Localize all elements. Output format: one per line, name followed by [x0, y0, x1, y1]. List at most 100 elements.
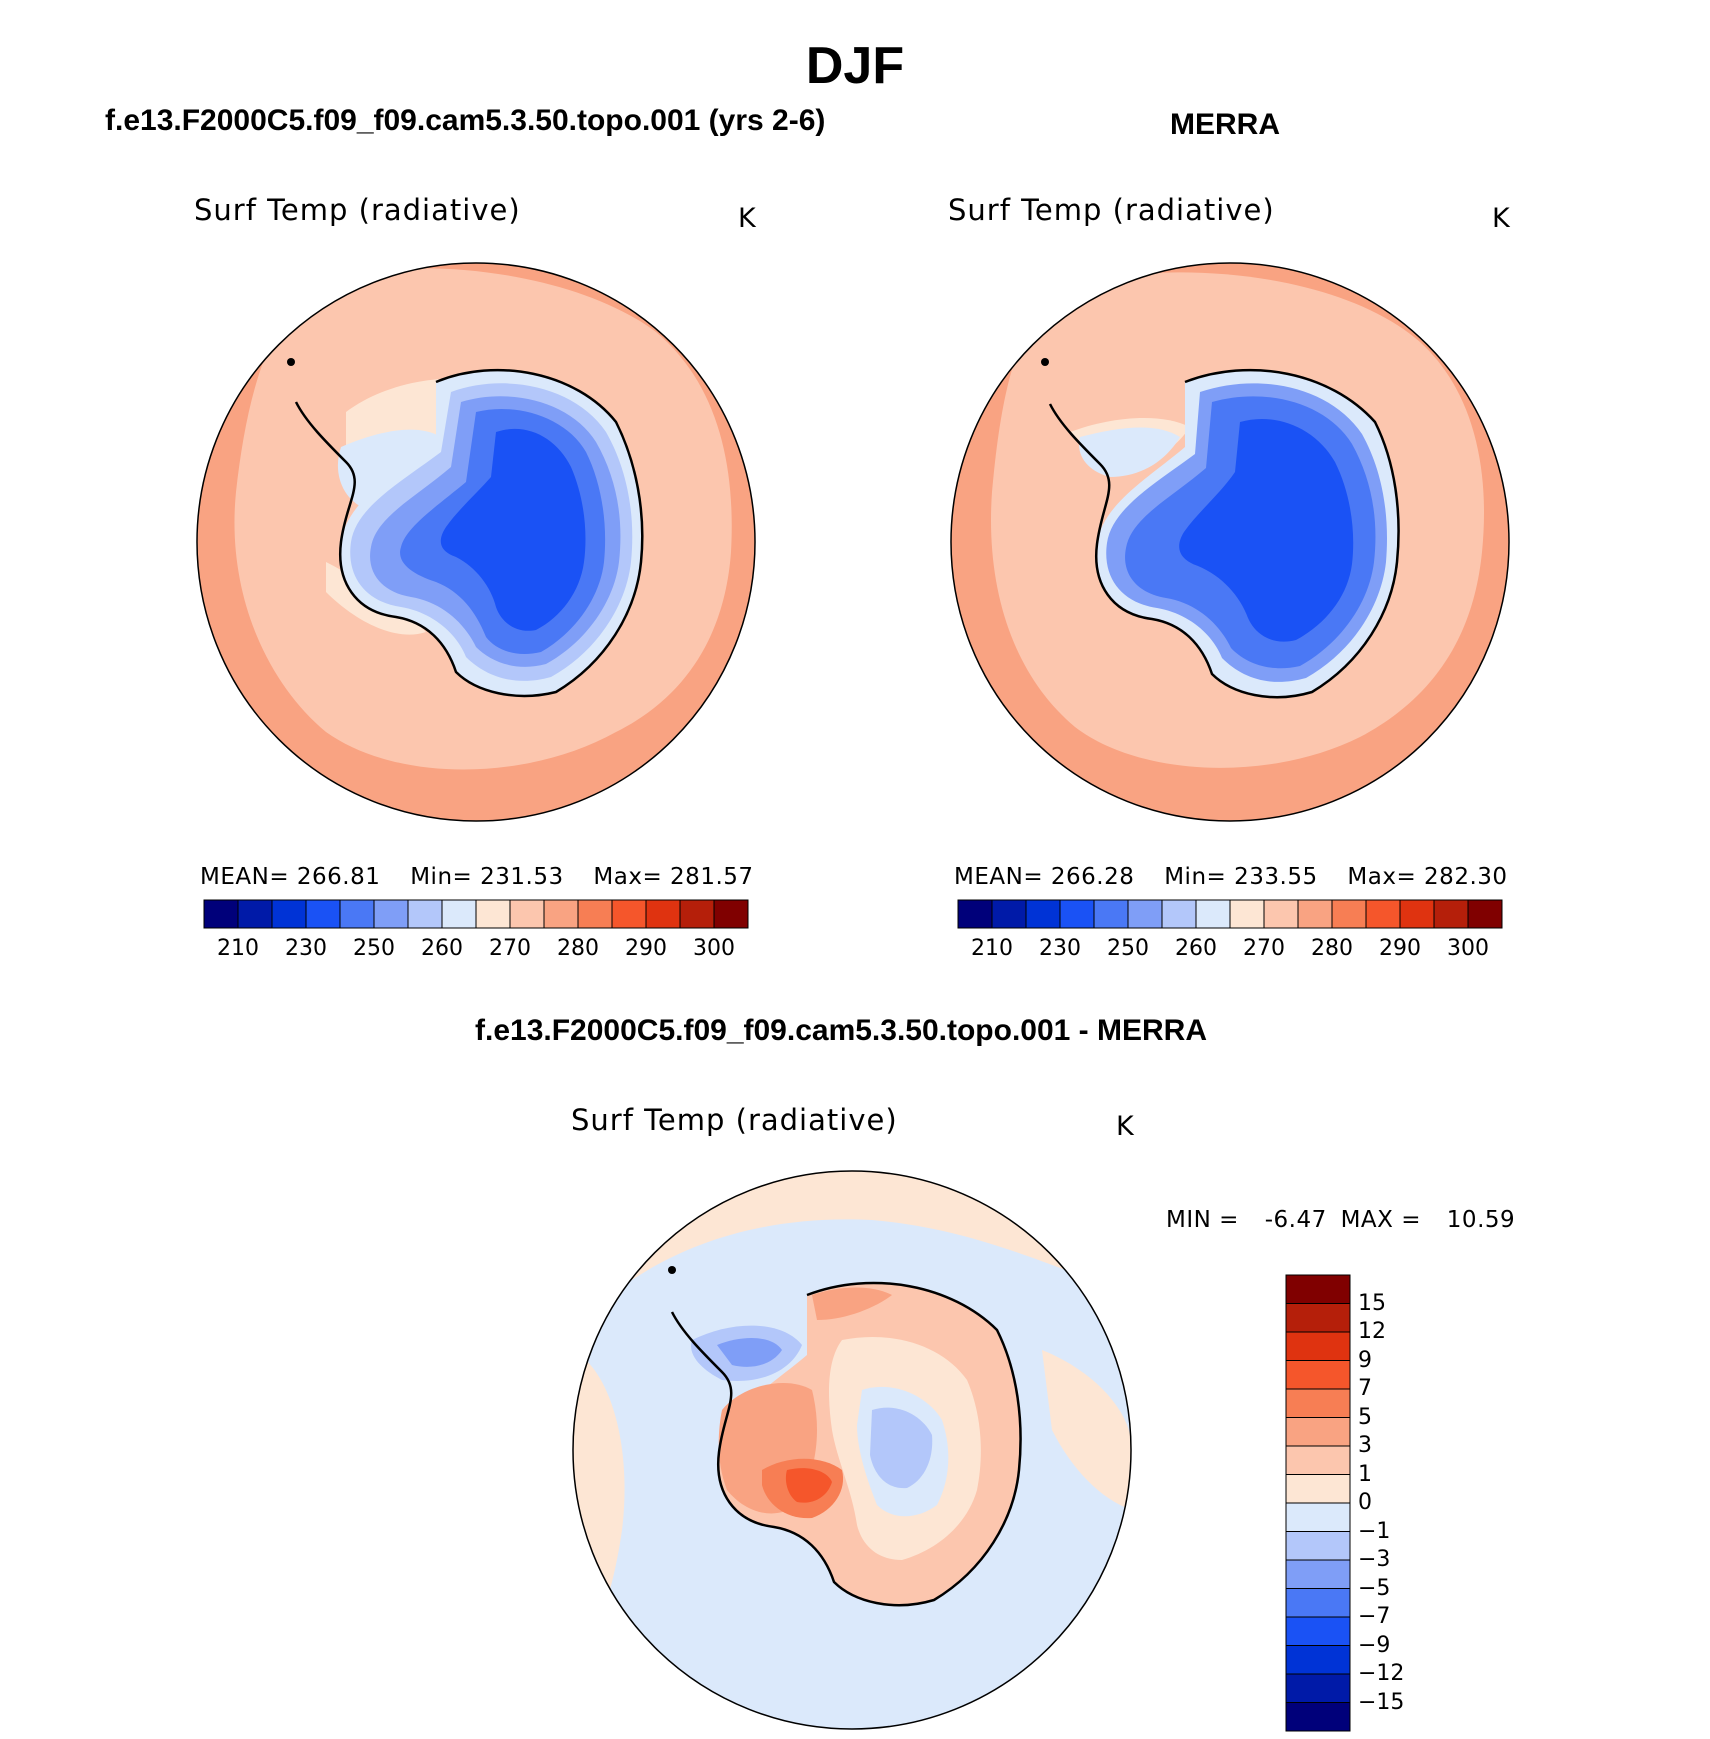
colorbar-swatch	[1285, 1274, 1351, 1304]
panel1-field-name: Surf Temp (radiative)	[194, 193, 521, 227]
colorbar-swatch	[1285, 1702, 1351, 1732]
panel2-mean-label: MEAN=	[954, 864, 1044, 890]
colorbar-swatch	[1229, 899, 1265, 929]
panel1-max-value: 281.57	[670, 864, 754, 890]
panel3-map	[572, 1170, 1132, 1730]
colorbar-swatch	[1025, 899, 1061, 929]
colorbar-swatch	[509, 899, 545, 929]
colorbar-swatch	[407, 899, 443, 929]
colorbar-tick-label: −3	[1358, 1547, 1391, 1572]
panel1-max-label: Max=	[593, 864, 663, 890]
colorbar-swatch	[611, 899, 647, 929]
colorbar-swatch	[1433, 899, 1469, 929]
colorbar-tick-label: 5	[1358, 1404, 1372, 1430]
panel2-min-value: 233.55	[1234, 864, 1318, 890]
colorbar-swatch	[1399, 899, 1435, 929]
colorbar-tick-label: 9	[1358, 1347, 1372, 1373]
colorbar-swatch	[645, 899, 681, 929]
colorbar-tick-label: 12	[1358, 1319, 1386, 1344]
panel2-min-label: Min=	[1164, 864, 1227, 890]
panel3-title: f.e13.F2000C5.f09_f09.cam5.3.50.topo.001…	[475, 1014, 1207, 1047]
colorbar-swatch	[203, 899, 239, 929]
colorbar-swatch	[1467, 899, 1503, 929]
colorbar-tick-label: 230	[1039, 936, 1081, 961]
colorbar-tick-label: 7	[1358, 1376, 1372, 1401]
colorbar-swatch	[1285, 1588, 1351, 1618]
panel2-stats: MEAN= 266.28 Min= 233.55 Max= 282.30	[954, 864, 1508, 890]
colorbar-tick-label: 1	[1358, 1461, 1372, 1487]
colorbar-tick-label: 300	[1447, 936, 1489, 961]
panel2-max-value: 282.30	[1424, 864, 1508, 890]
panel3-units: K	[1116, 1111, 1134, 1142]
colorbar-swatch	[1285, 1417, 1351, 1447]
colorbar-swatch	[1285, 1559, 1351, 1589]
panel1-colorbar-ticks: 210 230 250 260 270 280 290 300	[204, 936, 748, 966]
panel1-map	[196, 262, 756, 822]
panel1-min-value: 231.53	[480, 864, 564, 890]
panel1-stats: MEAN= 266.81 Min= 231.53 Max= 281.57	[200, 864, 754, 890]
colorbar-tick-label: 280	[1311, 936, 1353, 961]
panel1-mean-label: MEAN=	[200, 864, 290, 890]
colorbar-tick-label: −7	[1358, 1604, 1391, 1629]
colorbar-swatch	[991, 899, 1027, 929]
colorbar-swatch	[1263, 899, 1299, 929]
colorbar-tick-label: −9	[1358, 1632, 1391, 1658]
panel3-stats: MIN = -6.47 MAX = 10.59	[1166, 1207, 1515, 1233]
panel3-colorbar	[1285, 1274, 1351, 1732]
colorbar-swatch	[1285, 1388, 1351, 1418]
panel3-max-value: 10.59	[1446, 1207, 1516, 1233]
colorbar-tick-label: 210	[971, 936, 1013, 961]
colorbar-swatch	[1285, 1445, 1351, 1475]
colorbar-tick-label: 210	[217, 936, 259, 961]
colorbar-tick-label: 280	[557, 936, 599, 961]
panel2-max-label: Max=	[1347, 864, 1417, 890]
panel2-field-name: Surf Temp (radiative)	[948, 193, 1275, 227]
colorbar-swatch	[1195, 899, 1231, 929]
colorbar-swatch	[1285, 1645, 1351, 1675]
panel3-colorbar-ticks: 15 12 9 7 5 3 1 0 −1 −3 −5 −7 −9 −12 −15	[1358, 1275, 1438, 1731]
colorbar-swatch	[1059, 899, 1095, 929]
colorbar-tick-label: 0	[1358, 1490, 1372, 1515]
colorbar-swatch	[1285, 1331, 1351, 1361]
colorbar-tick-label: 270	[489, 936, 531, 961]
colorbar-swatch	[1285, 1474, 1351, 1504]
panel2-colorbar	[957, 899, 1503, 929]
colorbar-tick-label: 230	[285, 936, 327, 961]
colorbar-swatch	[1285, 1531, 1351, 1561]
panel1-mean-value: 266.81	[296, 864, 381, 890]
colorbar-swatch	[237, 899, 273, 929]
colorbar-tick-label: −5	[1358, 1575, 1391, 1601]
panel3-min-value: -6.47	[1264, 1207, 1327, 1233]
colorbar-swatch	[543, 899, 579, 929]
colorbar-swatch	[1331, 899, 1367, 929]
colorbar-swatch	[1161, 899, 1197, 929]
panel1-colorbar	[203, 899, 749, 929]
colorbar-swatch	[957, 899, 993, 929]
colorbar-swatch	[577, 899, 613, 929]
colorbar-tick-label: −15	[1358, 1689, 1405, 1715]
panel1-min-label: Min=	[410, 864, 473, 890]
colorbar-tick-label: 270	[1243, 936, 1285, 961]
colorbar-swatch	[373, 899, 409, 929]
colorbar-tick-label: 3	[1358, 1433, 1372, 1458]
colorbar-swatch	[679, 899, 715, 929]
colorbar-tick-label: 300	[693, 936, 735, 961]
colorbar-swatch	[1127, 899, 1163, 929]
colorbar-tick-label: 290	[625, 936, 667, 961]
panel2-title: MERRA	[1170, 108, 1280, 141]
colorbar-tick-label: 260	[1175, 936, 1217, 961]
figure-title: DJF	[805, 37, 905, 95]
panel1-units: K	[738, 203, 756, 234]
panel2-units: K	[1492, 203, 1510, 234]
colorbar-swatch	[1285, 1616, 1351, 1646]
colorbar-swatch	[1285, 1673, 1351, 1703]
colorbar-swatch	[475, 899, 511, 929]
colorbar-swatch	[339, 899, 375, 929]
colorbar-tick-label: 250	[353, 936, 395, 961]
panel2-mean-value: 266.28	[1050, 864, 1135, 890]
colorbar-tick-label: 250	[1107, 936, 1149, 961]
panel3-field-name: Surf Temp (radiative)	[571, 1103, 898, 1137]
colorbar-tick-label: 15	[1358, 1290, 1386, 1316]
colorbar-swatch	[271, 899, 307, 929]
panel2-colorbar-ticks: 210 230 250 260 270 280 290 300	[958, 936, 1502, 966]
